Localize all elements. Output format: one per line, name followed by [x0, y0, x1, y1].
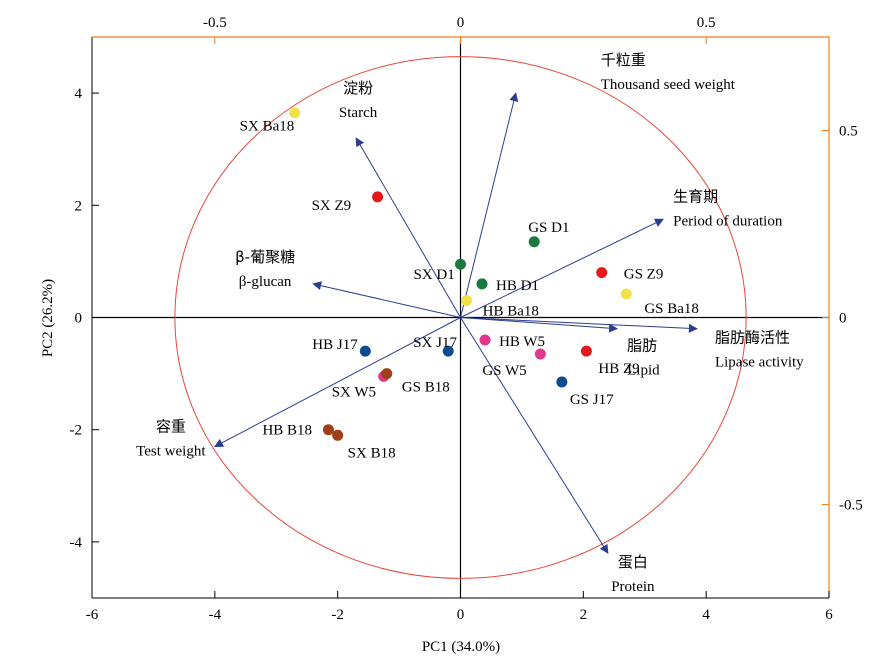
y-tick-label: -2 [70, 423, 83, 439]
data-point-label: SX Z9 [312, 198, 352, 214]
data-point [359, 345, 371, 357]
x-tick-label: -6 [86, 607, 99, 623]
y-tick-label: 0 [75, 311, 83, 327]
data-point-label: HB B18 [262, 423, 312, 439]
data-point-label: GS J17 [570, 392, 614, 408]
data-point-label: SX Ba18 [240, 119, 295, 135]
y-tick-label: 2 [75, 198, 83, 214]
data-point-label: HB D1 [496, 278, 539, 294]
y-tick-label: -4 [70, 535, 83, 551]
data-point [620, 288, 632, 300]
vector-label-en: Test weight [136, 444, 206, 460]
data-point-label: HB J17 [312, 337, 358, 353]
vector-label-cn: 生育期 [673, 187, 718, 205]
vector-label-en: Lipid [627, 363, 660, 379]
vector-label-en: Protein [611, 579, 655, 595]
vector-label-cn: 蛋白 [618, 553, 648, 571]
loading-vector [460, 317, 698, 333]
x-tick-label: 4 [702, 607, 710, 623]
vector-label-cn: β-葡聚糖 [235, 248, 295, 266]
vector-label-en: Lipase activity [715, 355, 804, 371]
data-point [372, 191, 384, 203]
data-point [332, 429, 344, 441]
data-point-label: SX W5 [332, 384, 376, 400]
loading-vector [460, 92, 519, 318]
correlation-circle [174, 56, 747, 579]
data-point-label: HB W5 [499, 334, 545, 350]
vector-label-en: Period of duration [673, 213, 783, 229]
data-point [461, 295, 473, 307]
vector-label-en: Starch [339, 105, 378, 121]
x-axis-title: PC1 (34.0%) [422, 639, 500, 655]
data-point [580, 345, 592, 357]
loading-vector [460, 317, 609, 554]
vector-label-cn: 千粒重 [601, 51, 646, 69]
x-tick-label: 0 [457, 607, 465, 623]
vector-label-cn: 脂肪 [627, 337, 657, 355]
loading-vector [214, 317, 461, 447]
right-tick-label: 0.5 [839, 124, 858, 140]
data-point-label: SX D1 [414, 267, 455, 283]
vector-label-en: Thousand seed weight [601, 77, 736, 93]
data-point [381, 368, 393, 380]
y-tick-label: 4 [75, 86, 83, 102]
x-tick-label: 2 [580, 607, 588, 623]
data-point [534, 348, 546, 360]
data-point-label: GS D1 [528, 220, 569, 236]
top-tick-label: 0.5 [697, 15, 716, 31]
data-point-label: GS Z9 [624, 267, 664, 283]
loading-vector [460, 218, 664, 318]
top-tick-label: 0 [457, 15, 465, 31]
vector-label-cn: 容重 [156, 418, 186, 436]
data-point [455, 258, 466, 270]
right-tick-label: -0.5 [839, 498, 863, 514]
data-point-label: HB Z9 [598, 361, 639, 377]
vector-label-en: β-glucan [239, 274, 292, 290]
plot-layer: -6 -4 -2 0 2 4 6 -4 -2 0 2 4 -0.5 0 0.5 -0.5 0 0.5 淀粉 Starc… [70, 15, 863, 623]
data-point [528, 236, 540, 248]
data-point [476, 278, 488, 290]
loading-vector [355, 137, 461, 318]
x-tick-label: -2 [331, 607, 344, 623]
data-point [322, 424, 334, 436]
top-tick-label: -0.5 [203, 15, 227, 31]
vector-label-cn: 淀粉 [343, 79, 373, 97]
data-point-label: GS W5 [482, 363, 526, 379]
loading-vector [460, 317, 619, 333]
data-point [596, 267, 608, 279]
data-point [556, 376, 568, 388]
data-point [479, 334, 491, 346]
right-tick-label: 0 [839, 311, 847, 327]
data-point-label: GS B18 [402, 380, 450, 396]
loading-vector [312, 281, 461, 318]
data-point [289, 107, 301, 119]
data-point-label: GS Ba18 [644, 301, 699, 317]
data-point-label: SX B18 [348, 445, 396, 461]
y-axis-title: PC2 (26.2%) [40, 279, 56, 357]
x-tick-label: -4 [209, 607, 222, 623]
data-point-label: HB Ba18 [483, 304, 539, 320]
vector-label-cn: 脂肪酶活性 [715, 329, 790, 347]
data-point [442, 345, 454, 357]
data-point-label: SX J17 [413, 335, 457, 351]
x-tick-label: 6 [825, 607, 833, 623]
